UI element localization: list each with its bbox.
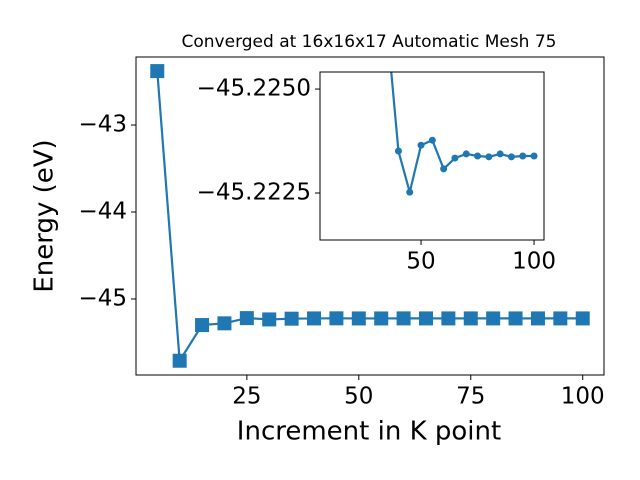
plot-area [384, 23, 538, 196]
y-tick-label: −45.2225 [197, 180, 311, 206]
data-point [394, 147, 402, 155]
data-point [530, 152, 538, 160]
data-point [384, 23, 391, 30]
data-point [329, 311, 344, 326]
plot-frame [135, 56, 605, 376]
data-point [150, 64, 165, 79]
y-tick-label: −45.2250 [197, 76, 311, 102]
y-axis-label: Energy (eV) [30, 139, 60, 292]
data-point [508, 311, 523, 326]
x-tick-label: 100 [512, 249, 556, 275]
x-tick-label: 25 [232, 384, 261, 410]
data-point [307, 311, 322, 326]
x-axis-label: Increment in K point [237, 417, 501, 447]
x-tick-label: 75 [456, 384, 485, 410]
data-point [284, 311, 299, 326]
data-point [262, 312, 277, 327]
data-point [530, 311, 545, 326]
y-tick-label: −45 [78, 285, 127, 311]
data-point [172, 353, 187, 368]
data-point [417, 141, 425, 149]
data-point [575, 311, 590, 326]
data-point [507, 153, 515, 161]
x-tick-label: 50 [344, 384, 373, 410]
plot-frame [319, 71, 545, 241]
data-point [519, 152, 527, 160]
data-point [195, 318, 210, 333]
plot-area [150, 64, 590, 368]
data-point [374, 311, 389, 326]
data-point [486, 311, 501, 326]
data-point [217, 316, 232, 331]
data-point [351, 311, 366, 326]
data-point [462, 150, 470, 158]
y-tick-label: −44 [78, 198, 127, 224]
x-tick-label: 50 [406, 249, 435, 275]
data-point [496, 150, 504, 158]
data-point [396, 311, 411, 326]
chart-title: Converged at 16x16x17 Automatic Mesh 75 [182, 32, 557, 52]
data-point [441, 311, 456, 326]
data-point [418, 311, 433, 326]
data-point [463, 311, 478, 326]
data-point [239, 311, 254, 326]
data-point [428, 136, 436, 144]
data-point [440, 165, 448, 173]
data-point [406, 188, 414, 196]
data-point [451, 154, 459, 162]
data-point [474, 152, 482, 160]
data-point [553, 311, 568, 326]
data-point [485, 153, 493, 161]
x-tick-label: 100 [561, 384, 605, 410]
y-tick-label: −43 [78, 112, 127, 138]
